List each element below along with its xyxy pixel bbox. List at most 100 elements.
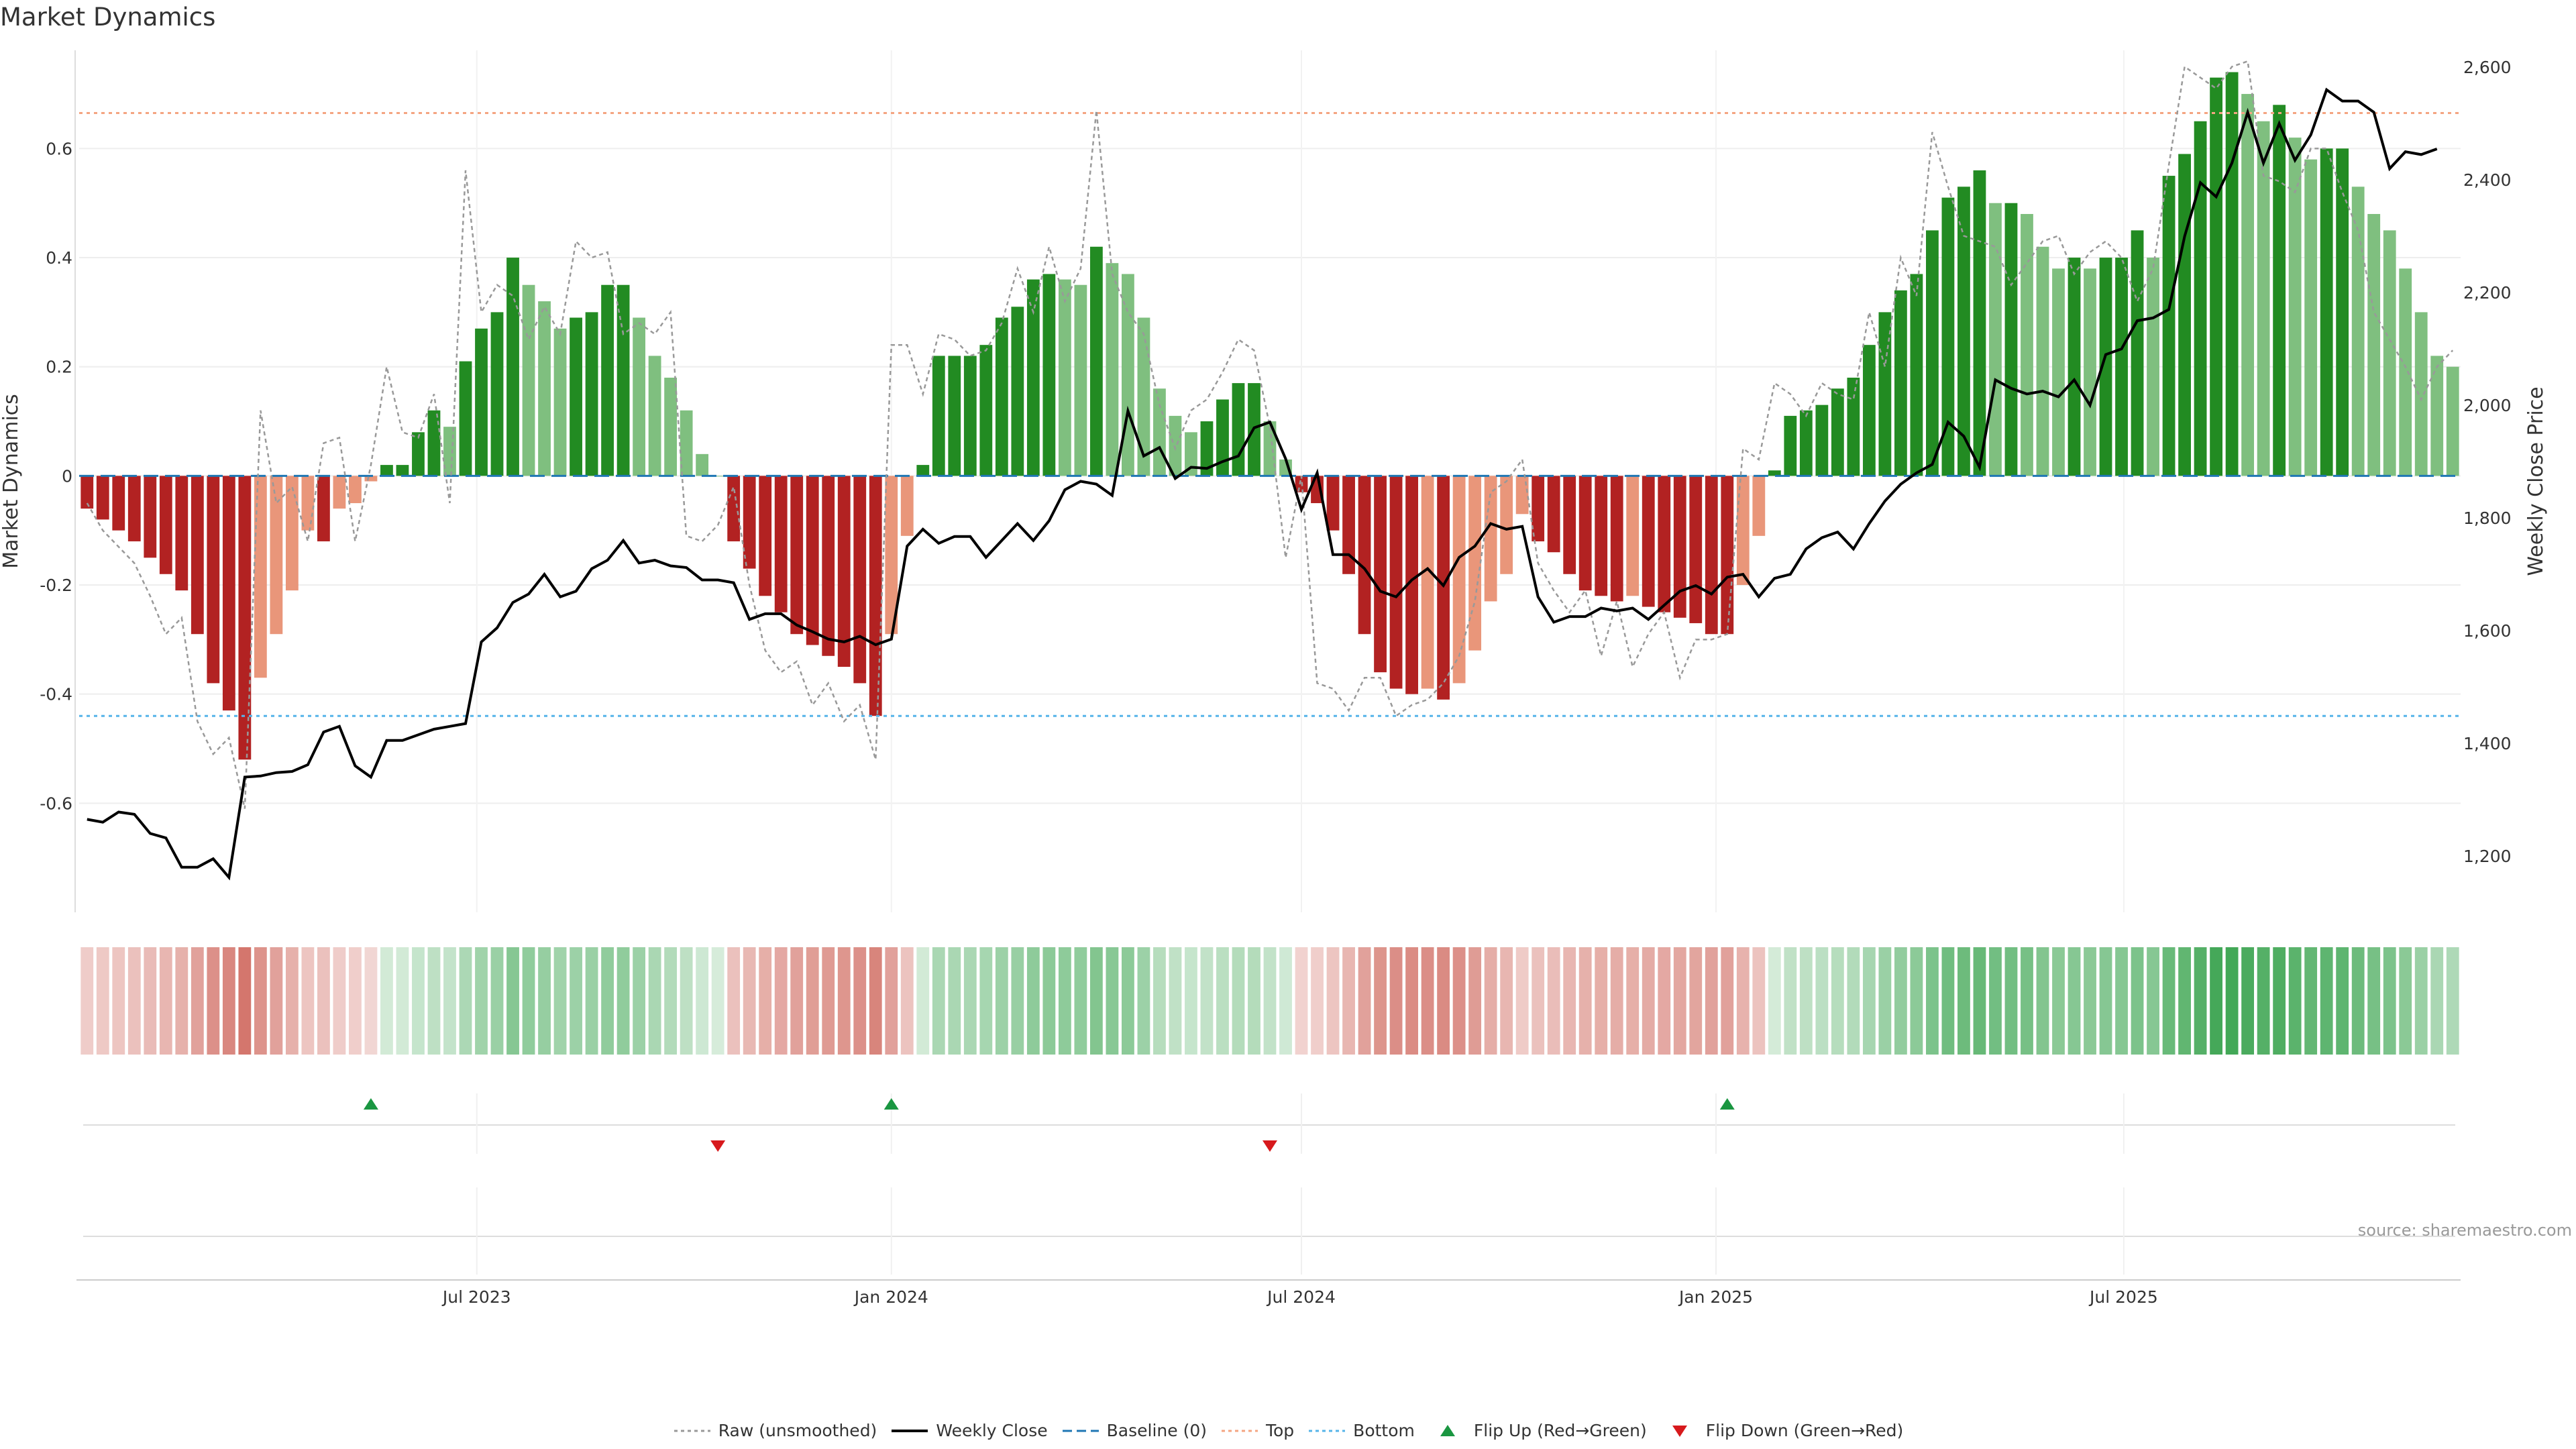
dynamics-bar bbox=[1799, 410, 1813, 476]
strip-cell bbox=[1689, 947, 1703, 1055]
strip-cell bbox=[1926, 947, 1939, 1055]
dynamics-bar bbox=[995, 317, 1008, 476]
dynamics-bar bbox=[1484, 476, 1497, 602]
strip-cell bbox=[2210, 947, 2222, 1055]
strip-cell bbox=[317, 947, 330, 1055]
dynamics-bar bbox=[743, 476, 756, 569]
strip-cell bbox=[616, 947, 630, 1055]
strip-cell bbox=[1279, 947, 1292, 1055]
strip-cell bbox=[222, 947, 235, 1055]
strip-cell bbox=[1074, 947, 1087, 1055]
dynamics-bar bbox=[1468, 476, 1482, 651]
strip-cell bbox=[2147, 947, 2159, 1055]
dynamics-bar bbox=[522, 284, 535, 476]
dynamics-bar bbox=[238, 476, 252, 760]
strip-cell bbox=[427, 947, 441, 1055]
flip-down-marker bbox=[1263, 1140, 1277, 1152]
y-tick-label: 0.4 bbox=[46, 248, 72, 268]
flip-down-marker bbox=[710, 1140, 726, 1152]
flip-up-marker bbox=[1719, 1098, 1735, 1110]
dynamics-bar bbox=[1736, 476, 1750, 586]
dynamics-bar bbox=[349, 476, 362, 504]
legend-label: Weekly Close bbox=[936, 1421, 1048, 1440]
y2-tick-label: 1,800 bbox=[2463, 508, 2512, 528]
strip-cell bbox=[2336, 947, 2349, 1055]
strip-cell bbox=[159, 947, 172, 1055]
strip-cell bbox=[1610, 947, 1623, 1055]
strip-cell bbox=[364, 947, 378, 1055]
strip-cell bbox=[837, 947, 851, 1055]
strip-cell bbox=[1515, 947, 1529, 1055]
dynamics-bar bbox=[2036, 246, 2049, 476]
dynamics-bar bbox=[759, 476, 772, 596]
dynamics-bar bbox=[459, 361, 472, 476]
strip-cell bbox=[2084, 947, 2096, 1055]
x-axis: Jul 2023 Jan 2024 Jul 2024 Jan 2025 Jul 2025 bbox=[76, 1279, 2461, 1307]
strip-cell bbox=[238, 947, 252, 1055]
dynamics-bar bbox=[1358, 476, 1371, 635]
dynamics-bar bbox=[1216, 399, 1229, 476]
strip-cell bbox=[774, 947, 788, 1055]
dynamics-bar bbox=[1169, 415, 1182, 476]
dynamics-bar bbox=[1326, 476, 1340, 531]
strip-cell bbox=[1295, 947, 1308, 1055]
dynamics-bar bbox=[2241, 94, 2255, 476]
dynamics-bar bbox=[80, 476, 94, 509]
strip-cell bbox=[1768, 947, 1781, 1055]
dynamics-bar bbox=[2052, 268, 2065, 476]
strip-cell bbox=[1595, 947, 1608, 1055]
dynamics-bar bbox=[1374, 476, 1387, 673]
strip-cell bbox=[1452, 947, 1466, 1055]
strip-cell bbox=[2351, 947, 2365, 1055]
dynamics-bar bbox=[1185, 432, 1197, 476]
strip-cell bbox=[1169, 947, 1182, 1055]
strip-cell bbox=[1736, 947, 1750, 1055]
dynamics-bar bbox=[301, 476, 315, 531]
dynamics-bar bbox=[1263, 421, 1277, 476]
x-tick-label: Jul 2023 bbox=[441, 1287, 511, 1307]
y-tick-label: -0.6 bbox=[40, 794, 72, 813]
strip-cell bbox=[1263, 947, 1277, 1055]
dynamics-bar bbox=[1058, 279, 1071, 476]
strip-cell bbox=[1642, 947, 1655, 1055]
dynamics-bar bbox=[144, 476, 157, 558]
strip-cell bbox=[743, 947, 756, 1055]
dynamics-bar bbox=[475, 328, 488, 476]
dynamics-bar bbox=[837, 476, 851, 667]
dynamics-bar bbox=[2351, 186, 2365, 476]
strip-cell bbox=[1200, 947, 1214, 1055]
dynamics-bar bbox=[2367, 213, 2381, 476]
strip-cell bbox=[806, 947, 819, 1055]
legend-label: Flip Down (Green→Red) bbox=[1705, 1421, 1904, 1440]
dotted-line-icon bbox=[1221, 1430, 1258, 1432]
strip-cell bbox=[1153, 947, 1166, 1055]
strip-cell bbox=[1122, 947, 1134, 1055]
strip-cell bbox=[459, 947, 472, 1055]
strip-cell bbox=[443, 947, 456, 1055]
strip-cell bbox=[664, 947, 678, 1055]
dynamics-bar bbox=[1026, 279, 1040, 476]
dynamics-bar bbox=[553, 328, 567, 476]
strip-cell bbox=[2099, 947, 2112, 1055]
dynamics-bar bbox=[1563, 476, 1576, 574]
strip-cell bbox=[2131, 947, 2144, 1055]
dynamics-bar bbox=[443, 427, 456, 476]
strip-cell bbox=[175, 947, 189, 1055]
strip-cell bbox=[1326, 947, 1340, 1055]
strip-cell bbox=[2273, 947, 2286, 1055]
dynamics-bar bbox=[2021, 213, 2033, 476]
dynamics-bar bbox=[1547, 476, 1560, 553]
dynamics-bar bbox=[1515, 476, 1529, 515]
x-tick-label: Jan 2025 bbox=[1678, 1287, 1753, 1307]
y-axis-label: Market Dynamics bbox=[0, 394, 23, 569]
y2-tick-label: 1,400 bbox=[2463, 734, 2512, 753]
strip-cell bbox=[1705, 947, 1718, 1055]
dynamics-bar bbox=[664, 377, 678, 476]
flip-up-marker bbox=[363, 1098, 378, 1110]
y2-tick-label: 2,600 bbox=[2463, 58, 2512, 77]
dynamics-bar bbox=[1831, 388, 1844, 476]
strip-cell bbox=[1421, 947, 1434, 1055]
legend-item: Flip Up (Red→Green) bbox=[1428, 1421, 1647, 1440]
dynamics-bar bbox=[696, 453, 709, 476]
